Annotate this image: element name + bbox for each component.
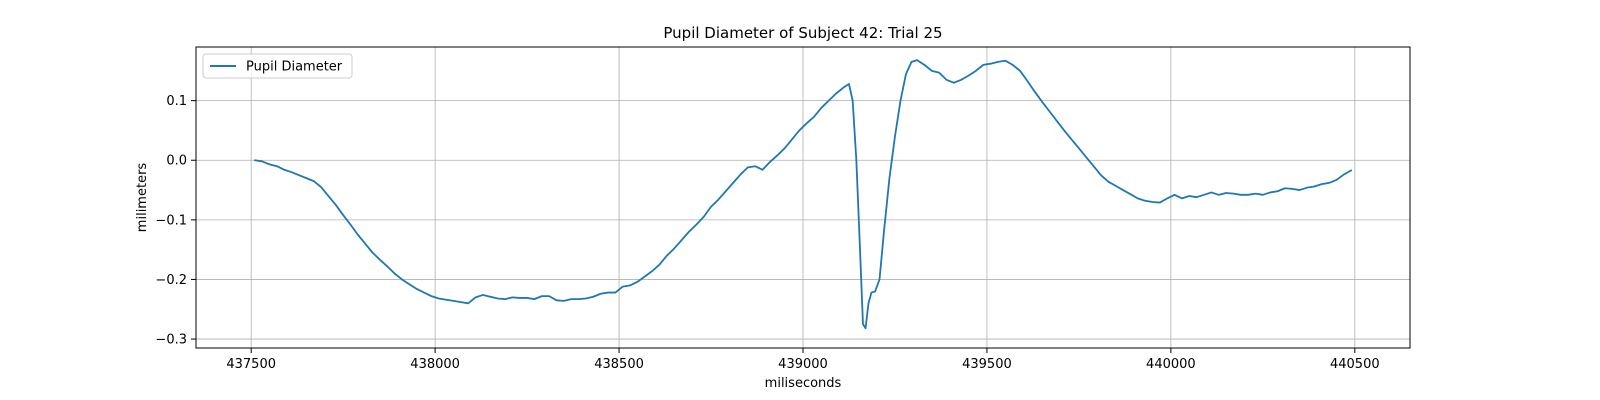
y-tick-label: 0.1 — [166, 94, 187, 109]
y-axis-label: milimeters — [135, 163, 150, 233]
legend-box — [202, 53, 353, 79]
series-layer — [253, 59, 1353, 330]
x-axis-label: miliseconds — [765, 376, 842, 391]
legend: Pupil Diameter — [202, 53, 353, 79]
x-tick-label: 440500 — [1330, 357, 1380, 372]
x-tick-label: 439500 — [962, 357, 1012, 372]
y-tick-label: 0.0 — [166, 154, 187, 169]
legend-label: Pupil Diameter — [246, 60, 343, 75]
x-tick-label: 438000 — [410, 357, 460, 372]
grid-layer — [196, 47, 1410, 348]
x-tick-label: 438500 — [594, 357, 644, 372]
x-tick-label: 437500 — [226, 357, 276, 372]
x-tick-label: 439000 — [778, 357, 828, 372]
plot-frame — [195, 46, 1411, 349]
x-tick-label: 440000 — [1146, 357, 1196, 372]
x-ticks: 437500 438000 438500 439000 439500 440000 4405… — [226, 348, 1380, 372]
y-tick-label: −0.2 — [155, 273, 187, 288]
series-line — [253, 59, 1353, 330]
y-ticks: 0.1 0.0 −0.1 −0.2 −0.3 — [155, 94, 196, 348]
y-tick-label: −0.1 — [155, 213, 187, 228]
y-tick-label: −0.3 — [155, 333, 187, 348]
chart-title: Pupil Diameter of Subject 42: Trial 25 — [663, 24, 942, 42]
